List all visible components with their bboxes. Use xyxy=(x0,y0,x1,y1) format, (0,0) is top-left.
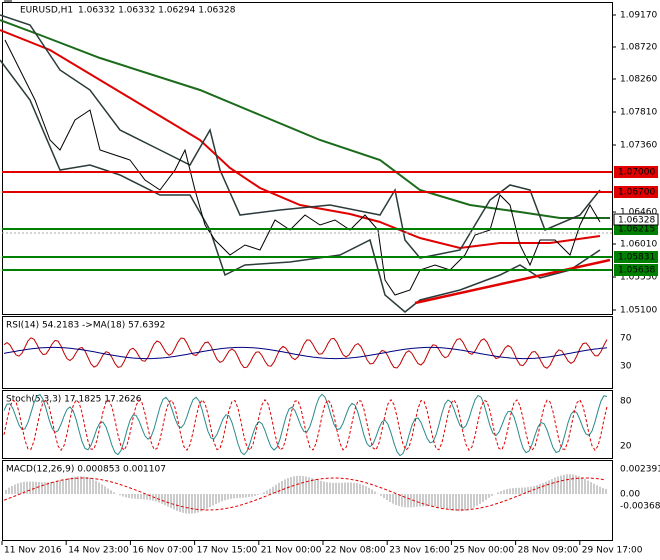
main-frame xyxy=(2,2,613,315)
slow-ma xyxy=(0,19,610,219)
macd-signal xyxy=(3,477,605,511)
price-label: 1.08720 xyxy=(620,43,657,53)
panel-tick: 70 xyxy=(620,334,632,344)
panel-title: RSI(14) 54.2183 ->MA(18) 57.6392 xyxy=(6,321,165,331)
price-label: 1.05550 xyxy=(620,273,657,283)
time-label: 16 Nov 07:00 xyxy=(132,546,193,556)
panel-title: MACD(12,26,9) 0.000853 0.001107 xyxy=(6,465,166,475)
osc-signal xyxy=(3,346,608,360)
level-tag xyxy=(614,223,658,235)
price-label: 1.06010 xyxy=(620,240,657,250)
level-label: 1.05831 xyxy=(618,253,655,263)
level-label: 1.06700 xyxy=(618,188,655,198)
level-tag xyxy=(614,186,658,198)
panel-tick: 80 xyxy=(620,397,632,407)
level-label: 1.05638 xyxy=(618,266,655,276)
time-label: 29 Nov 17:00 xyxy=(582,546,643,556)
time-label: 22 Nov 08:00 xyxy=(325,546,386,556)
ohlc: 1.06332 1.06332 1.06294 1.06328 xyxy=(78,6,236,16)
level-tag xyxy=(614,264,658,276)
osc-main xyxy=(3,337,608,369)
panel-title: Stoch(5,3,3) 17.1825 17.2626 xyxy=(6,395,142,405)
time-label: 14 Nov 23:00 xyxy=(68,546,129,556)
panel-tick: -0.003682 xyxy=(620,502,660,512)
osc-signal xyxy=(3,398,608,452)
level-tag xyxy=(614,166,658,178)
bollinger-upper xyxy=(0,14,601,259)
level-tag xyxy=(614,251,658,263)
symbol: EURUSD,H1 xyxy=(20,6,73,16)
time-label: 23 Nov 16:00 xyxy=(389,546,450,556)
panel-tick: 30 xyxy=(620,362,632,372)
price-label: 1.07360 xyxy=(620,141,657,151)
panel-tick: 0.002391 xyxy=(620,465,660,475)
bollinger-lower xyxy=(0,59,601,313)
time-label: 21 Nov 00:00 xyxy=(261,546,322,556)
time-label: 11 Nov 2016 xyxy=(4,546,62,556)
trend-line xyxy=(414,258,611,305)
price-label: 1.09170 xyxy=(620,11,657,21)
time-label: 28 Nov 09:00 xyxy=(518,546,579,556)
price-label: 1.05100 xyxy=(620,306,657,316)
price-label: 1.07810 xyxy=(620,108,657,118)
price-tag xyxy=(613,213,659,226)
panel-tick: 0.00 xyxy=(620,490,640,500)
price-label: 1.06460 xyxy=(620,208,657,218)
price-line xyxy=(4,39,601,296)
level-label: 1.06215 xyxy=(618,225,655,235)
level-label: 1.07000 xyxy=(618,168,655,178)
panel-tick: 20 xyxy=(620,442,632,452)
current-price: 1.06328 xyxy=(618,216,655,226)
macd-frame xyxy=(2,460,613,541)
price-label: 1.08260 xyxy=(620,75,657,85)
stoch-frame xyxy=(2,390,613,459)
time-label: 17 Nov 15:00 xyxy=(197,546,258,556)
time-label: 25 Nov 00:00 xyxy=(453,546,514,556)
fast-ma xyxy=(0,29,601,250)
rsi-frame xyxy=(2,316,613,389)
